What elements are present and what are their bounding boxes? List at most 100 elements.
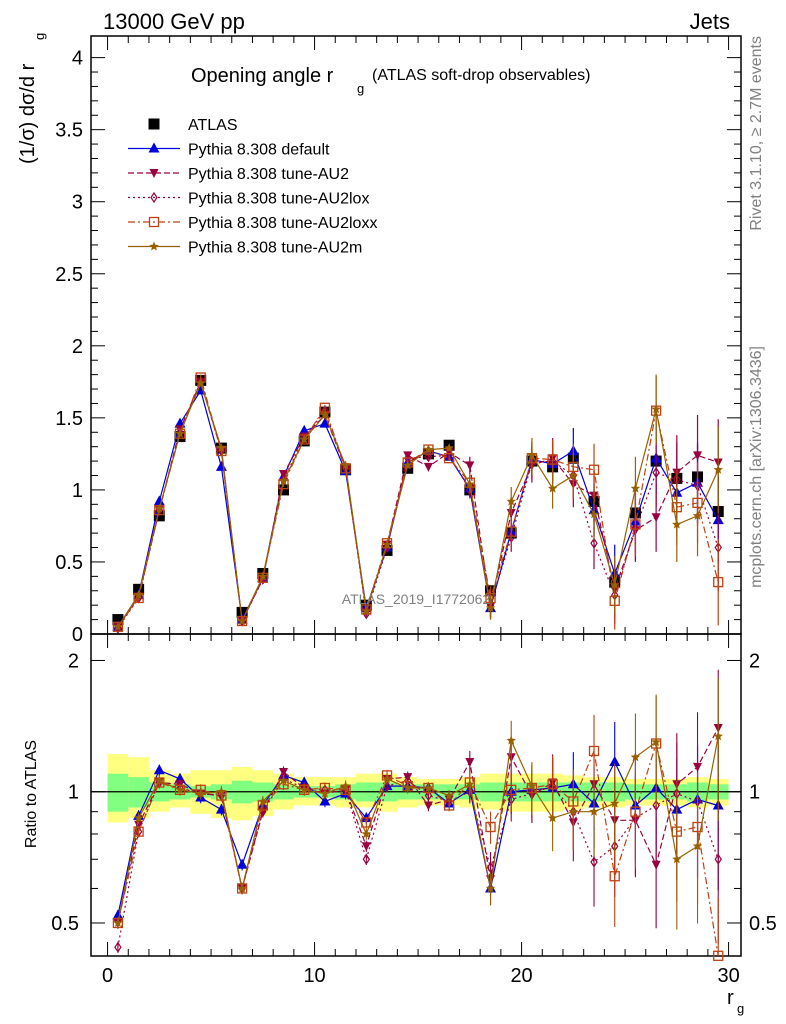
rivet-version-label: Rivet 3.1.10, ≥ 2.7M events (748, 36, 765, 231)
ratio-series-au2m (113, 678, 723, 930)
ratio-point-au2loxx (609, 871, 620, 882)
data-point-au2 (465, 461, 475, 471)
data-point-au2m (196, 378, 206, 388)
data-point-au2loxx (506, 526, 517, 537)
legend-marker-au2 (149, 169, 159, 178)
data-point-au2m (175, 428, 185, 438)
data-point-atlas (236, 606, 248, 618)
ratio-point-au2m (423, 783, 434, 792)
legend-label-default: Pythia 8.308 default (188, 142, 330, 159)
data-point-au2m (154, 503, 165, 513)
ratio-point-au2lox (714, 853, 722, 865)
ratio-point-default (319, 795, 331, 806)
ratio-point-default (112, 909, 124, 920)
y-axis-label: (1/σ) dσ/d r g (17, 33, 47, 164)
legend-marker-atlas (148, 118, 160, 130)
data-point-au2m (382, 539, 392, 549)
ratio-point-au2 (279, 767, 289, 777)
ratio-line-au2 (117, 727, 719, 924)
legend-label-au2loxx: Pythia 8.308 tune-AU2loxx (188, 215, 377, 232)
uncertainty-band-green (107, 773, 129, 812)
data-point-au2m (113, 621, 123, 631)
ratio-point-au2m (216, 786, 227, 796)
ratio-point-default (215, 803, 227, 814)
chart-title-main: Opening angle r (191, 65, 334, 87)
ratio-point-au2m (610, 798, 620, 808)
data-point-au2m (278, 476, 289, 486)
ratio-point-au2m (485, 883, 496, 893)
data-point-au2m (610, 580, 620, 590)
main-y-tick-label: 1.5 (55, 408, 83, 430)
y-axis-label-sub: g (32, 33, 47, 40)
data-point-au2m (651, 404, 661, 414)
data-point-au2lox (652, 467, 660, 479)
x-axis-label-main: r (727, 987, 734, 1009)
ratio-point-au2m (465, 779, 475, 789)
ratio-point-au2lox (362, 853, 371, 865)
legend: ATLAS Pythia 8.308 default Pythia 8.308 tu… (128, 117, 377, 257)
main-y-tick-label: 3.5 (55, 120, 83, 142)
data-point-au2lox (466, 484, 474, 496)
legend-marker-default (148, 142, 160, 153)
ratio-point-au2m (113, 918, 123, 927)
legend-marker-au2loxx (148, 216, 160, 228)
data-point-au2lox (176, 426, 184, 438)
ratio-y-axis-label: Ratio to ATLAS (23, 740, 40, 848)
data-point-au2m (465, 479, 475, 489)
data-point-default (215, 460, 227, 471)
ratio-point-au2lox (466, 786, 474, 798)
data-point-au2m (216, 443, 227, 453)
data-point-au2loxx (713, 576, 724, 588)
ratio-point-au2lox (114, 941, 122, 953)
data-point-atlas (278, 484, 290, 496)
ratio-point-au2m (340, 781, 351, 791)
ratio-point-au2m (568, 806, 579, 816)
main-y-tick-label: 3 (72, 192, 83, 214)
data-point-au2m (258, 571, 268, 581)
data-point-au2m (672, 519, 682, 529)
ratio-panel: 0.5 0.51 12 20 10 20 30 (51, 633, 777, 987)
data-point-au2m (485, 603, 496, 613)
data-point-au2m (361, 605, 372, 615)
ratio-point-default (609, 755, 621, 766)
data-point-default (298, 424, 310, 435)
x-tick-label: 20 (510, 965, 532, 987)
data-point-au2 (423, 462, 433, 472)
ratio-y-tick-label-right: 1 (749, 782, 760, 804)
main-y-tick-label: 2 (72, 336, 83, 358)
ratio-point-default (236, 858, 248, 869)
chart-title: Opening angle r g (ATLAS soft-drop obser… (191, 65, 590, 96)
x-tick-label: 0 (102, 965, 113, 987)
ratio-point-au2lox (652, 799, 660, 812)
ratio-point-au2m (672, 854, 682, 864)
ratio-point-au2m (175, 784, 185, 794)
ratio-point-au2loxx (133, 826, 144, 837)
ratio-y-tick-label-right: 0.5 (749, 913, 777, 935)
ratio-point-au2loxx (588, 745, 600, 757)
data-point-au2loxx (443, 453, 455, 464)
ratio-y-tick-label-right: 2 (749, 650, 760, 672)
ratio-point-au2m (320, 788, 330, 798)
data-point-au2m (589, 509, 599, 519)
x-axis-label-sub: g (737, 1001, 744, 1016)
data-point-au2m (237, 616, 247, 626)
legend-marker-au2m (149, 241, 159, 251)
ratio-point-au2m (361, 829, 372, 838)
main-y-tick-label: 1 (72, 480, 83, 502)
main-y-tick-label: 4 (72, 48, 83, 70)
ratio-series-au2loxx (112, 696, 724, 961)
ratio-point-au2lox (486, 861, 495, 874)
data-point-au2m (713, 464, 723, 474)
main-y-tick-label: 2.5 (55, 264, 83, 286)
data-point-au2m (403, 460, 413, 470)
ratio-y-tick-label: 2 (68, 650, 79, 672)
ratio-point-au2m (630, 752, 641, 762)
data-point-au2m (340, 460, 351, 470)
mcplots-label: mcplots.cern.ch [arXiv:1306.3436] (748, 346, 765, 588)
series-line-au2m (117, 381, 719, 628)
main-y-tick-label: 0.5 (55, 552, 83, 574)
data-point-au2m (547, 483, 558, 493)
header-right: Jets (690, 9, 730, 34)
legend-label-au2lox: Pythia 8.308 tune-AU2lox (188, 191, 369, 208)
